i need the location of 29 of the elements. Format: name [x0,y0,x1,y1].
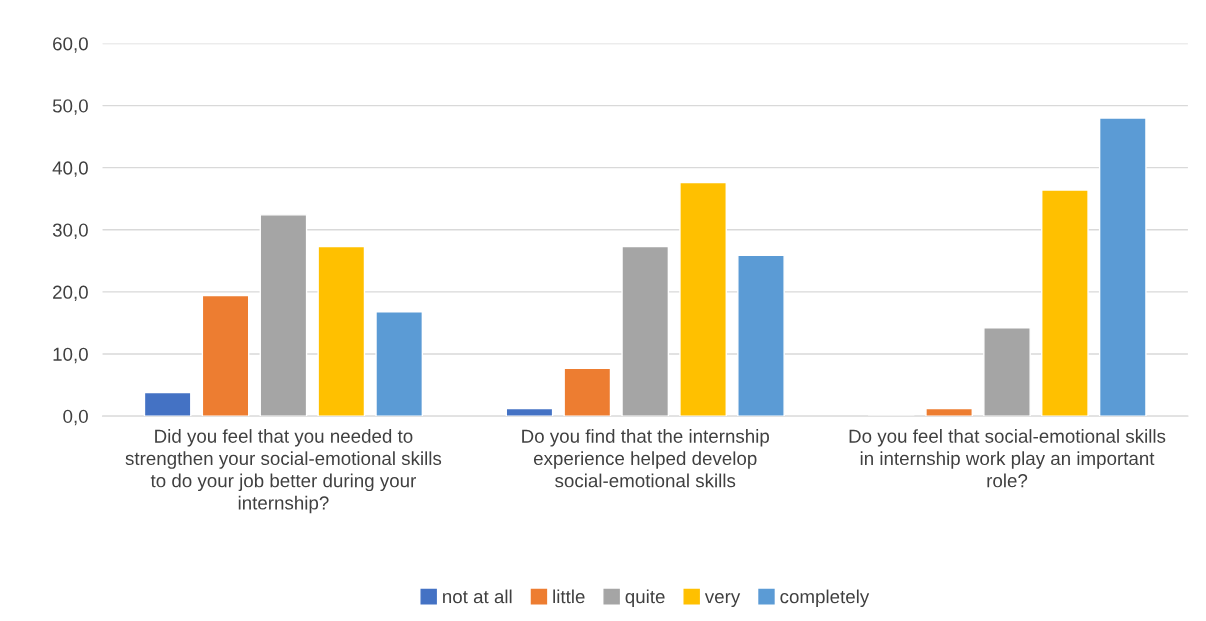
legend-label: little [553,589,585,604]
bar [505,407,554,417]
x-tick-label: Do you find that the internship experience helped develop social-emotional skills [522,429,769,488]
bar [317,245,366,417]
legend-label: quite [625,589,665,608]
bar [679,181,727,417]
bar [563,367,612,417]
bar [925,407,973,417]
x-tick-label: Did you feel that you needed to strengthen your social-emotional skills to do your job better during your internship? [125,429,442,514]
y-tick-label: 40,0 [52,161,88,177]
bar [1041,189,1089,417]
bar [201,294,250,417]
y-tick-label: 30,0 [52,223,88,239]
bar [375,311,424,417]
y-tick-label: 50,0 [52,99,88,115]
bar [737,254,785,417]
y-tick-label: 0,0 [63,409,88,426]
bar [983,327,1031,417]
bar [143,391,192,417]
x-tick-label: Do you feel that social-emotional skills in internship work play an important role? [849,429,1166,488]
legend-label: very [704,593,741,608]
bar [621,245,670,417]
legend-label: not at all [443,589,512,604]
bar [1098,117,1147,417]
y-tick-label: 60,0 [53,37,88,53]
bar [259,214,308,417]
y-tick-label: 20,0 [53,285,88,302]
y-tick-label: 10,0 [53,347,88,364]
legend-label: completely [780,589,870,608]
